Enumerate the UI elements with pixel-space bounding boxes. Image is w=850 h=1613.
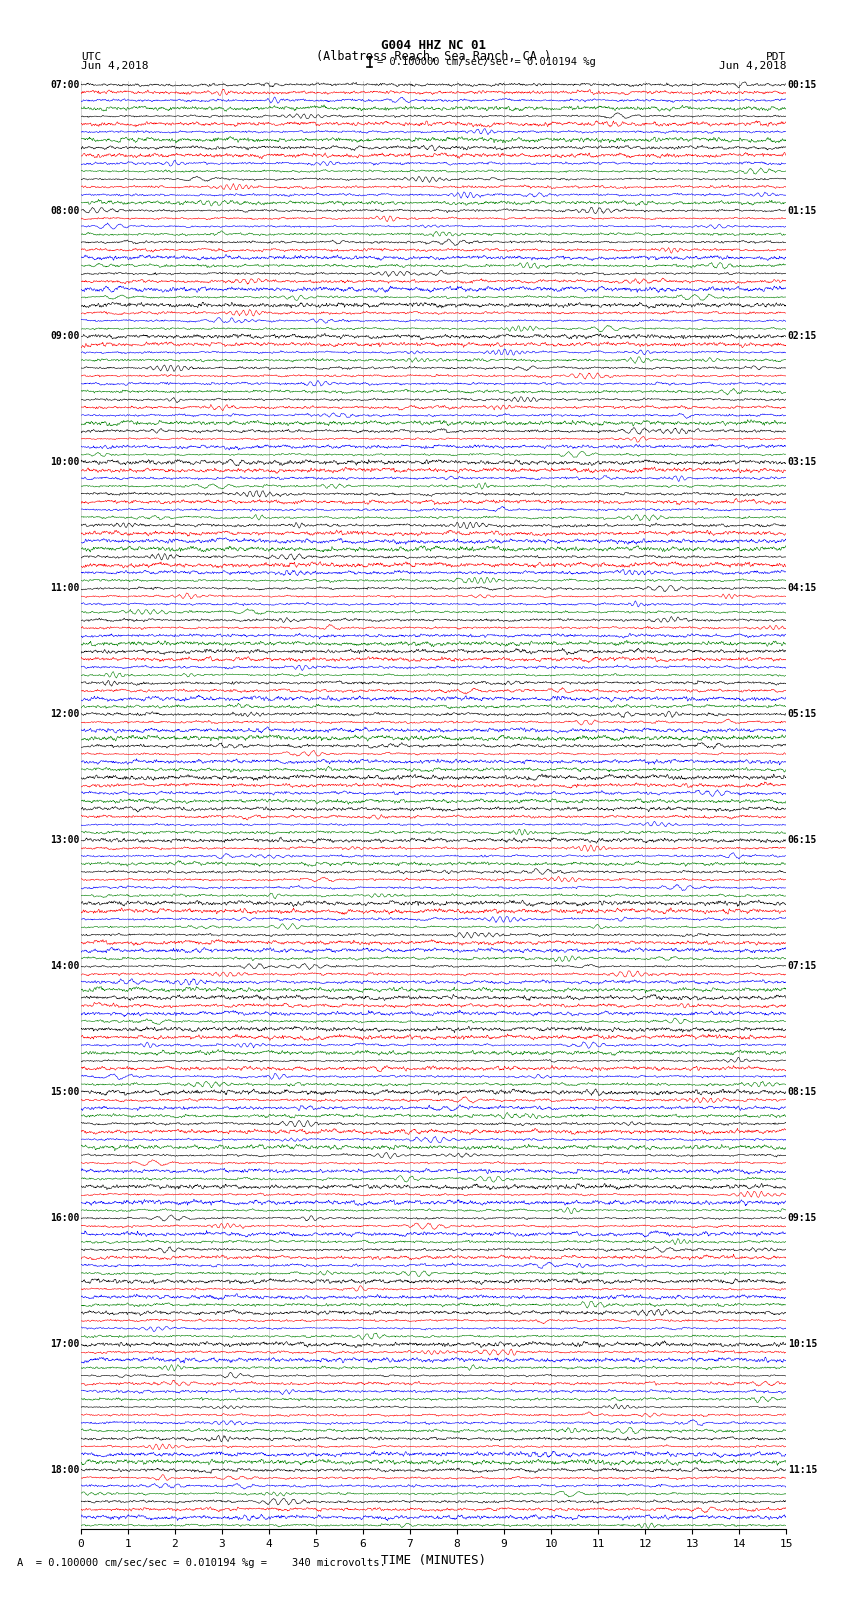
Text: 04:15: 04:15 — [788, 584, 817, 594]
Text: 12:00: 12:00 — [50, 710, 79, 719]
Text: G004 HHZ NC 01: G004 HHZ NC 01 — [381, 39, 486, 52]
Text: 13:00: 13:00 — [50, 836, 79, 845]
Text: 18:00: 18:00 — [50, 1465, 79, 1474]
Text: = 0.100000 cm/sec/sec = 0.010194 %g: = 0.100000 cm/sec/sec = 0.010194 %g — [377, 56, 595, 68]
Text: 09:00: 09:00 — [50, 332, 79, 342]
Text: A  = 0.100000 cm/sec/sec = 0.010194 %g =    340 microvolts.: A = 0.100000 cm/sec/sec = 0.010194 %g = … — [17, 1558, 386, 1568]
Text: 08:00: 08:00 — [50, 205, 79, 216]
X-axis label: TIME (MINUTES): TIME (MINUTES) — [381, 1555, 486, 1568]
Text: 08:15: 08:15 — [788, 1087, 817, 1097]
Text: 07:00: 07:00 — [50, 79, 79, 90]
Text: 15:00: 15:00 — [50, 1087, 79, 1097]
Text: Jun 4,2018: Jun 4,2018 — [81, 61, 148, 71]
Text: 07:15: 07:15 — [788, 961, 817, 971]
Text: Jun 4,2018: Jun 4,2018 — [719, 61, 786, 71]
Text: 03:15: 03:15 — [788, 458, 817, 468]
Text: 02:15: 02:15 — [788, 332, 817, 342]
Text: 11:00: 11:00 — [50, 584, 79, 594]
Text: 10:00: 10:00 — [50, 458, 79, 468]
Text: (Albatross Reach, Sea Ranch, CA ): (Albatross Reach, Sea Ranch, CA ) — [316, 50, 551, 63]
Text: PDT: PDT — [766, 52, 786, 61]
Text: 17:00: 17:00 — [50, 1339, 79, 1348]
Text: 09:15: 09:15 — [788, 1213, 817, 1223]
Text: 10:15: 10:15 — [788, 1339, 817, 1348]
Text: UTC: UTC — [81, 52, 101, 61]
Text: 16:00: 16:00 — [50, 1213, 79, 1223]
Text: 05:15: 05:15 — [788, 710, 817, 719]
Text: 11:15: 11:15 — [788, 1465, 817, 1474]
Text: 00:15: 00:15 — [788, 79, 817, 90]
Text: 06:15: 06:15 — [788, 836, 817, 845]
Text: 01:15: 01:15 — [788, 205, 817, 216]
Text: 14:00: 14:00 — [50, 961, 79, 971]
